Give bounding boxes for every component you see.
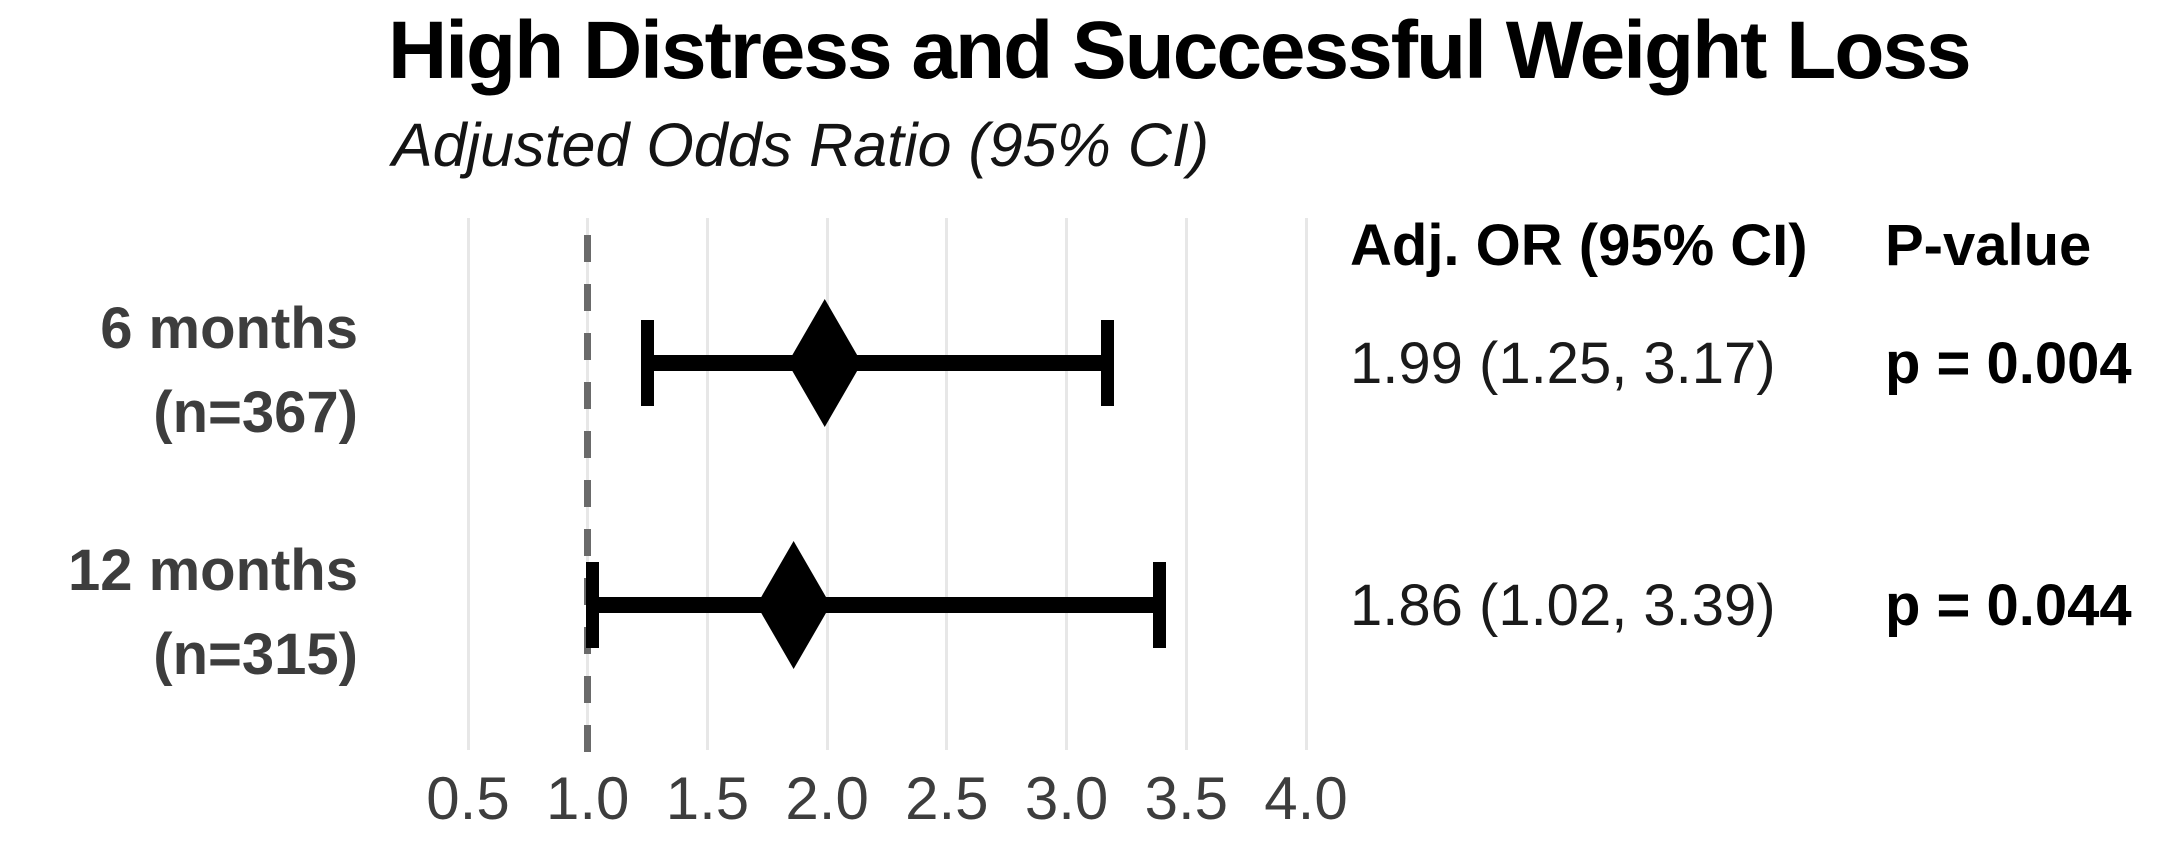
or-value-6-months: 1.99 (1.25, 3.17) bbox=[1350, 331, 1776, 396]
or-diamond bbox=[756, 541, 831, 669]
chart-title: High Distress and Successful Weight Loss bbox=[388, 5, 1972, 96]
row-label-line2: (n=367) bbox=[153, 380, 358, 445]
gridline bbox=[1065, 218, 1069, 750]
axis-tick-label: 3.0 bbox=[1024, 765, 1109, 832]
row-label: 12 months (n=315) bbox=[68, 529, 358, 697]
reference-line bbox=[584, 224, 592, 752]
chart-subtitle: Adjusted Odds Ratio (95% CI) bbox=[392, 111, 1210, 179]
gridline bbox=[466, 218, 470, 750]
ci-line bbox=[592, 597, 1160, 613]
gridline bbox=[825, 218, 829, 750]
ci-cap-right bbox=[1100, 320, 1114, 406]
row-label: 6 months (n=367) bbox=[100, 287, 358, 455]
ci-line bbox=[647, 355, 1108, 371]
axis-tick-label: 1.5 bbox=[665, 765, 750, 832]
p-column-header: P-value bbox=[1885, 213, 2092, 278]
axis-tick-label: 2.0 bbox=[785, 765, 869, 832]
ci-cap-right bbox=[1153, 562, 1167, 648]
p-value-12-months: p = 0.044 bbox=[1885, 573, 2132, 638]
axis-tick-label: 4.0 bbox=[1264, 765, 1348, 832]
row-label-line2: (n=315) bbox=[153, 622, 358, 687]
axis-tick-label: 3.5 bbox=[1144, 765, 1228, 832]
gridline bbox=[1304, 218, 1308, 750]
gridline bbox=[705, 218, 709, 750]
ci-cap-left bbox=[641, 320, 655, 406]
gridline bbox=[945, 218, 949, 750]
gridline bbox=[1184, 218, 1188, 750]
ci-cap-left bbox=[586, 562, 599, 648]
row-label-line1: 6 months bbox=[100, 296, 358, 361]
axis-tick-label: 2.5 bbox=[905, 765, 989, 832]
axis-tick-label: 1.0 bbox=[545, 765, 630, 832]
row-label-line1: 12 months bbox=[67, 538, 358, 603]
or-column-header: Adj. OR (95% CI) bbox=[1350, 213, 1808, 278]
axis-tick-label: 0.5 bbox=[426, 765, 510, 832]
or-value-12-months: 1.86 (1.02, 3.39) bbox=[1350, 573, 1776, 638]
or-diamond bbox=[787, 299, 862, 427]
p-value-6-months: p = 0.004 bbox=[1885, 331, 2132, 396]
